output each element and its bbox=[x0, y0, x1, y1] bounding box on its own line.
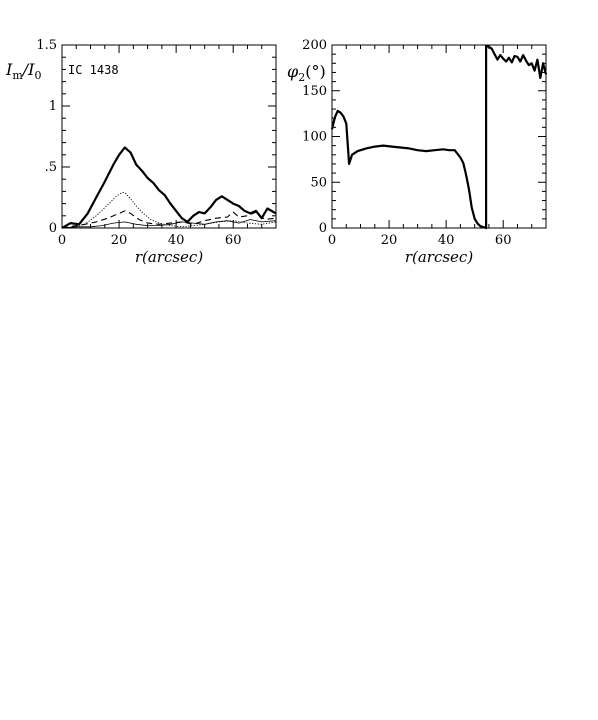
left-plot-frame bbox=[61, 44, 277, 229]
left-tick-labels: 0 20 40 60 0 .5 1 1.5 bbox=[36, 38, 241, 248]
left-y-axis-label: Im/I0 bbox=[5, 60, 41, 82]
y-tick-label: 150 bbox=[302, 84, 327, 99]
x-tick-label: 0 bbox=[328, 233, 336, 248]
right-ticks bbox=[331, 44, 547, 229]
y-tick-label: 100 bbox=[302, 130, 327, 145]
y-tick-label: 200 bbox=[302, 38, 327, 53]
y-tick-label: 50 bbox=[310, 175, 327, 190]
series-line-solid-thick bbox=[330, 44, 548, 230]
x-tick-label: 40 bbox=[168, 233, 185, 248]
left-x-axis-label: r(arcsec) bbox=[135, 248, 204, 266]
right-series bbox=[330, 44, 548, 230]
series-line-solid-thick bbox=[61, 146, 277, 229]
left-annotation: IC 1438 bbox=[68, 63, 119, 77]
right-y-axis-label: φ2(°) bbox=[287, 62, 326, 84]
y-tick-label: 1.5 bbox=[36, 38, 57, 53]
series-line-dotted bbox=[61, 192, 277, 229]
x-tick-label: 60 bbox=[225, 233, 242, 248]
x-tick-label: 20 bbox=[381, 233, 398, 248]
y-tick-label: .5 bbox=[45, 160, 57, 175]
y-tick-label: 0 bbox=[319, 221, 327, 236]
right-panel: 0 20 40 60 0 50 100 150 200 r(arcsec) φ2(°) bbox=[287, 38, 548, 266]
y-tick-label: 0 bbox=[49, 221, 57, 236]
x-tick-label: 0 bbox=[58, 233, 66, 248]
series-line-solid-thin bbox=[61, 219, 277, 229]
right-plot-frame bbox=[331, 44, 547, 229]
series-line-dashed bbox=[61, 210, 277, 229]
x-tick-label: 40 bbox=[438, 233, 455, 248]
right-tick-labels: 0 20 40 60 0 50 100 150 200 bbox=[302, 38, 511, 248]
y-tick-label: 1 bbox=[49, 99, 57, 114]
x-tick-label: 60 bbox=[495, 233, 512, 248]
left-panel: 0 20 40 60 0 .5 1 1.5 IC 1438 r(arcsec) Im/I0 bbox=[5, 38, 277, 266]
right-x-axis-label: r(arcsec) bbox=[405, 248, 474, 266]
x-tick-label: 20 bbox=[111, 233, 128, 248]
left-series bbox=[61, 146, 277, 229]
